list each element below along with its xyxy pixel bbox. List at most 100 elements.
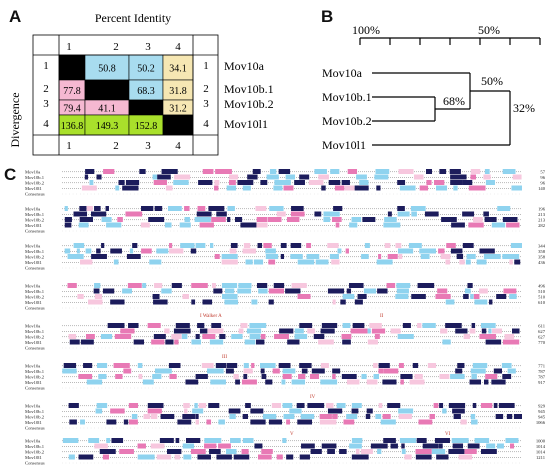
conservation-block (418, 419, 433, 425)
conservation-block (345, 248, 349, 254)
conservation-block (377, 449, 382, 454)
conservation-block (247, 174, 258, 180)
conservation-block (492, 328, 503, 334)
matrix-value-r2-c1: 77.8 (63, 86, 81, 97)
sequence-name: Mov10l1 (25, 340, 43, 345)
conservation-block (383, 438, 396, 443)
conservation-block (356, 174, 367, 180)
conservation-block (235, 379, 240, 385)
conservation-block (285, 174, 296, 180)
conservation-block (398, 169, 414, 174)
conservation-block (171, 283, 182, 288)
conservation-block (377, 288, 388, 294)
sequence-name: Mov10l1 (25, 420, 43, 425)
conservation-block (242, 248, 257, 254)
conservation-block (346, 414, 358, 419)
conservation-block (209, 449, 221, 454)
conservation-block (80, 419, 85, 425)
conservation-block (131, 414, 138, 419)
conservation-block (211, 323, 222, 328)
conservation-block (427, 363, 437, 368)
conservation-block (175, 323, 190, 328)
conservation-block (102, 454, 110, 460)
conservation-block (451, 438, 469, 443)
conservation-block (168, 363, 181, 368)
motif-label: II (380, 314, 384, 319)
conservation-block (439, 403, 444, 408)
divergence-label: Divergence (8, 92, 22, 147)
conservation-block (419, 248, 437, 254)
conservation-block (445, 259, 451, 265)
matrix-value-r3-c1: 79.4 (63, 104, 81, 115)
conservation-block (219, 334, 226, 339)
conservation-block (506, 222, 520, 228)
conservation-block (279, 328, 294, 334)
conservation-block (404, 454, 412, 460)
conservation-block (98, 374, 107, 379)
sequence-end-number: 771 (538, 364, 546, 369)
col-footer-4: 4 (175, 140, 181, 152)
motif-label: VI (445, 432, 451, 437)
conservation-block (507, 368, 516, 374)
col-header-3: 3 (145, 41, 151, 53)
gene-label-4: Mov10l1 (224, 117, 268, 131)
conservation-block (122, 185, 139, 191)
conservation-block (118, 180, 125, 185)
conservation-block (185, 379, 199, 385)
conservation-block (436, 454, 449, 460)
conservation-block (234, 217, 243, 222)
conservation-block (291, 283, 307, 288)
conservation-block (280, 243, 287, 248)
conservation-block (86, 206, 93, 211)
conservation-block (64, 222, 72, 228)
conservation-block (497, 206, 511, 211)
conservation-block (214, 180, 220, 185)
conservation-block (326, 403, 334, 408)
sequence-end-number: 344 (538, 244, 546, 249)
conservation-block (412, 363, 419, 368)
conservation-block (510, 243, 522, 248)
sequence-name: Mov10b.1 (25, 444, 45, 449)
conservation-block (466, 254, 476, 259)
conservation-block (333, 206, 343, 211)
row-number-right-4: 4 (203, 118, 209, 130)
conservation-block (395, 294, 409, 299)
conservation-block (184, 217, 190, 222)
conservation-block (215, 363, 227, 368)
conservation-block (152, 294, 160, 299)
conservation-block (218, 419, 225, 425)
conservation-block (416, 438, 427, 443)
sequence-end-number: 196 (538, 207, 546, 212)
conservation-block (249, 323, 267, 328)
conservation-block (156, 248, 169, 254)
conservation-block (485, 339, 502, 345)
conservation-block (195, 374, 208, 379)
sequence-end-number: 213 (538, 218, 546, 223)
conservation-block (229, 248, 237, 254)
conservation-block (202, 169, 214, 174)
conservation-block (216, 454, 232, 460)
sequence-name: Mov10b.1 (25, 212, 45, 217)
conservation-block (225, 368, 234, 374)
conservation-block (195, 243, 206, 248)
conservation-block (154, 283, 163, 288)
conservation-block (450, 174, 467, 180)
conservation-block (342, 294, 355, 299)
conservation-block (197, 454, 211, 460)
conservation-block (222, 294, 238, 299)
conservation-block (276, 211, 286, 217)
scale-bar (359, 37, 541, 45)
conservation-block (111, 438, 124, 443)
conservation-block (273, 283, 285, 288)
conservation-block (214, 254, 220, 259)
conservation-block (298, 374, 306, 379)
sequence-end-number: 770 (538, 340, 546, 345)
conservation-block (106, 438, 111, 443)
conservation-block (315, 259, 329, 265)
conservation-block (100, 334, 113, 339)
conservation-block (417, 323, 422, 328)
conservation-block (271, 403, 281, 408)
conservation-block (327, 449, 335, 454)
conservation-block (471, 323, 476, 328)
conservation-block (94, 283, 101, 288)
